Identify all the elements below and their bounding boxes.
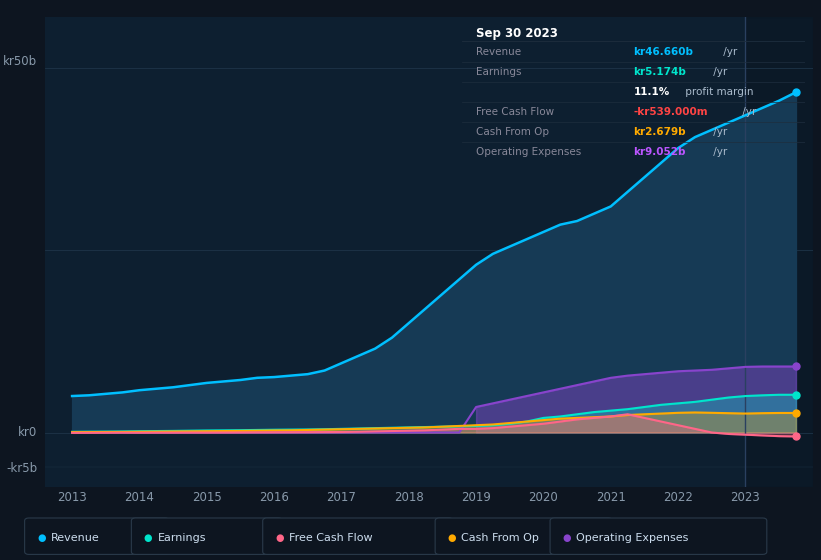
- Text: Sep 30 2023: Sep 30 2023: [475, 27, 557, 40]
- Text: kr5.174b: kr5.174b: [634, 67, 686, 77]
- Text: Free Cash Flow: Free Cash Flow: [475, 107, 554, 117]
- Text: /yr: /yr: [720, 46, 737, 57]
- Text: -kr5b: -kr5b: [7, 463, 38, 475]
- Text: 11.1%: 11.1%: [634, 87, 670, 97]
- Text: ●: ●: [144, 533, 152, 543]
- Text: Earnings: Earnings: [475, 67, 521, 77]
- Text: Revenue: Revenue: [475, 46, 521, 57]
- Text: /yr: /yr: [710, 147, 727, 157]
- Bar: [745, 17, 813, 487]
- Text: kr2.679b: kr2.679b: [634, 127, 686, 137]
- Text: Earnings: Earnings: [158, 533, 206, 543]
- Text: ●: ●: [37, 533, 45, 543]
- Text: Cash From Op: Cash From Op: [475, 127, 548, 137]
- Text: Free Cash Flow: Free Cash Flow: [289, 533, 373, 543]
- Text: kr9.052b: kr9.052b: [634, 147, 686, 157]
- Text: Operating Expenses: Operating Expenses: [475, 147, 581, 157]
- Text: kr0: kr0: [18, 426, 38, 439]
- Text: Cash From Op: Cash From Op: [461, 533, 539, 543]
- Text: /yr: /yr: [739, 107, 756, 117]
- Text: ●: ●: [562, 533, 571, 543]
- Text: kr46.660b: kr46.660b: [634, 46, 694, 57]
- Text: profit margin: profit margin: [681, 87, 753, 97]
- Text: /yr: /yr: [710, 127, 727, 137]
- Text: /yr: /yr: [710, 67, 727, 77]
- Text: ●: ●: [275, 533, 283, 543]
- Text: ●: ●: [447, 533, 456, 543]
- Text: -kr539.000m: -kr539.000m: [634, 107, 709, 117]
- Text: Revenue: Revenue: [51, 533, 99, 543]
- Text: Operating Expenses: Operating Expenses: [576, 533, 689, 543]
- Text: kr50b: kr50b: [3, 55, 38, 68]
